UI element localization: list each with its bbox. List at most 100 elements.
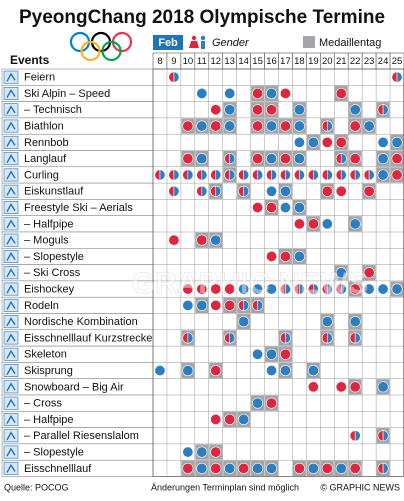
event-marker — [321, 462, 333, 474]
event-marker — [293, 104, 305, 116]
event-icon — [6, 300, 16, 310]
event-marker — [377, 169, 389, 181]
event-marker — [335, 267, 347, 279]
event-marker — [391, 136, 403, 148]
day-label: 13 — [224, 56, 235, 67]
day-label: 11 — [197, 56, 207, 67]
event-marker — [252, 104, 264, 116]
event-marker — [279, 120, 291, 132]
event-marker — [307, 218, 319, 230]
event-marker — [238, 316, 250, 328]
credit: © GRAPHIC NEWS — [320, 482, 400, 492]
event-marker-men — [382, 462, 389, 474]
event-name: – Halfpipe — [24, 414, 74, 426]
event-marker-women — [363, 169, 370, 181]
event-marker — [154, 365, 166, 377]
event-marker-men — [201, 169, 208, 181]
event-marker — [224, 87, 236, 99]
event-icon — [6, 398, 16, 408]
event-name: – Technisch — [24, 104, 82, 116]
event-marker-men — [313, 283, 319, 295]
event-marker — [266, 397, 278, 409]
event-icon — [6, 366, 16, 376]
event-marker-women — [210, 169, 217, 181]
event-marker — [238, 283, 250, 295]
event-marker-women — [307, 169, 314, 181]
event-marker-men — [159, 169, 166, 181]
event-icon — [6, 333, 16, 343]
event-marker — [252, 462, 264, 474]
gender-icon-male — [201, 41, 205, 49]
event-marker-men — [257, 299, 264, 311]
day-label: 25 — [392, 56, 403, 67]
event-icon — [6, 186, 16, 196]
event-marker — [266, 120, 278, 132]
day-label: 23 — [364, 56, 375, 67]
event-marker — [266, 202, 278, 214]
event-marker — [238, 462, 250, 474]
event-marker — [293, 462, 305, 474]
event-marker — [252, 153, 264, 165]
event-marker — [335, 136, 347, 148]
event-icon — [6, 463, 16, 473]
event-marker — [349, 218, 361, 230]
event-marker-women — [280, 169, 286, 181]
event-marker — [335, 185, 347, 197]
event-marker-men — [215, 169, 222, 181]
event-marker — [196, 446, 208, 458]
event-marker-men — [243, 299, 250, 311]
event-icon — [6, 431, 16, 441]
event-marker-women — [182, 169, 189, 181]
event-marker-men — [187, 332, 194, 344]
event-marker — [349, 316, 361, 328]
event-marker-men — [299, 283, 305, 295]
event-marker — [266, 104, 278, 116]
event-marker — [321, 316, 333, 328]
event-marker-women — [391, 71, 398, 83]
event-marker — [391, 283, 403, 295]
event-marker — [210, 462, 222, 474]
event-marker — [210, 283, 222, 295]
event-icon — [6, 447, 16, 457]
day-label: 21 — [336, 56, 347, 67]
event-marker — [363, 267, 375, 279]
events-header: Events — [10, 53, 50, 67]
day-label: 22 — [350, 56, 361, 67]
event-name: – Ski Cross — [24, 267, 81, 279]
event-marker — [293, 120, 305, 132]
event-marker-women — [238, 169, 244, 181]
event-marker — [279, 185, 291, 197]
event-marker-men — [313, 169, 319, 181]
event-marker-men — [243, 169, 250, 181]
event-marker — [377, 153, 389, 165]
event-marker — [182, 153, 194, 165]
event-icon — [6, 72, 16, 82]
event-marker — [196, 153, 208, 165]
event-marker — [391, 153, 403, 165]
event-marker — [279, 365, 291, 377]
event-marker — [252, 87, 264, 99]
event-marker-women — [168, 71, 175, 83]
event-marker — [210, 365, 222, 377]
event-marker — [182, 365, 194, 377]
event-marker — [391, 169, 403, 181]
event-marker — [266, 87, 278, 99]
event-marker-women — [321, 169, 328, 181]
event-name: Eishockey — [24, 283, 75, 295]
event-marker-men — [285, 169, 291, 181]
event-marker — [363, 120, 375, 132]
event-marker — [279, 348, 291, 360]
event-marker-women — [335, 169, 342, 181]
event-marker-men — [229, 169, 236, 181]
event-marker — [182, 299, 194, 311]
event-marker-men — [215, 185, 222, 197]
event-marker — [182, 120, 194, 132]
event-marker — [252, 202, 264, 214]
event-name: Skisprung — [24, 365, 73, 377]
event-marker-men — [396, 71, 403, 83]
day-label: 24 — [378, 56, 389, 67]
event-marker — [321, 218, 333, 230]
event-marker — [252, 348, 264, 360]
event-marker-men — [285, 283, 291, 295]
event-icon — [6, 154, 16, 164]
